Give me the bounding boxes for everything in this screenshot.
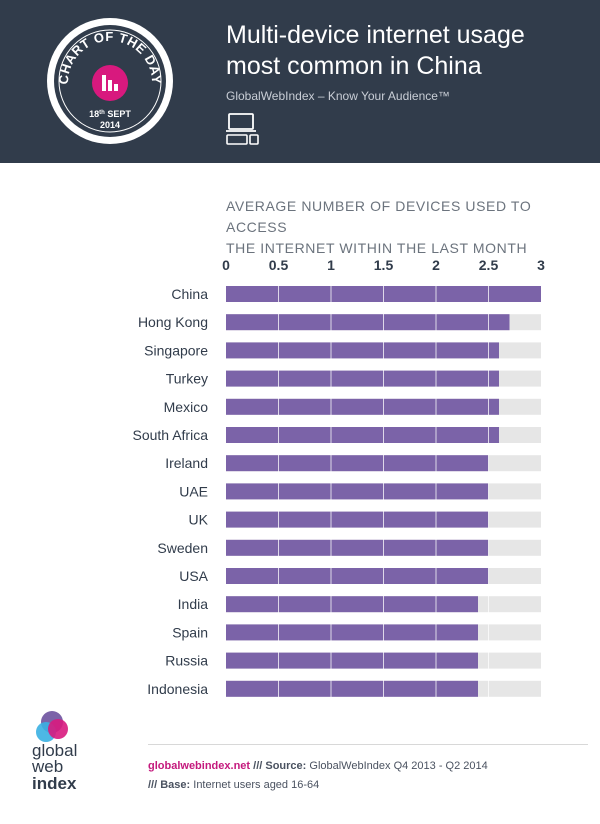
category-label: Russia (165, 653, 208, 669)
x-tick-label: 1 (327, 257, 335, 273)
bar (226, 427, 499, 443)
logo-text-index: index (32, 774, 77, 793)
bar (226, 483, 489, 500)
bar-chart: 0 0.5 1 1.5 2 2.5 3 China Hong Kong Singapore Turk… (133, 257, 545, 700)
footer-base-line: /// Base: Internet users aged 16-64 (148, 779, 319, 791)
bar (226, 539, 489, 556)
bar (226, 680, 478, 697)
category-label: UAE (179, 483, 208, 499)
title-line-2: most common in China (226, 52, 482, 80)
badge-day-suffix: th (99, 110, 105, 116)
globalwebindex-logo: global web index (31, 711, 77, 793)
bar (226, 314, 510, 331)
page-subtitle: GlobalWebIndex – Know Your Audience™ (226, 89, 450, 103)
site-link[interactable]: globalwebindex.net (148, 760, 251, 772)
bar (226, 342, 499, 359)
bar (226, 370, 499, 387)
footer-source-line: globalwebindex.net /// Source: GlobalWeb… (148, 760, 488, 772)
category-label: Ireland (165, 455, 208, 471)
source-separator: /// (250, 760, 266, 772)
base-separator: /// (148, 779, 161, 791)
source-label: Source: (265, 760, 307, 772)
category-label: Mexico (164, 399, 209, 415)
title-line-1: Multi-device internet usage (226, 21, 525, 49)
category-label: Singapore (144, 342, 208, 358)
footer-divider (148, 744, 588, 745)
category-label: Spain (172, 624, 208, 640)
base-value: Internet users aged 16-64 (190, 779, 320, 791)
chart-title: AVERAGE NUMBER OF DEVICES USED TO ACCESS… (226, 196, 586, 259)
x-tick-label: 0 (222, 257, 230, 273)
page-title: Multi-device internet usage most common … (226, 20, 586, 82)
category-label: South Africa (133, 427, 209, 443)
x-tick-label: 2.5 (479, 257, 499, 273)
header-banner: CHART OF THE DAY 18th SEPT 2014 Multi-de… (0, 0, 600, 163)
logo-text-web: web (31, 757, 63, 776)
chart-title-line-1: AVERAGE NUMBER OF DEVICES USED TO ACCESS (226, 198, 532, 235)
chart-title-line-2: THE INTERNET WITHIN THE LAST MONTH (226, 240, 528, 256)
category-label: Hong Kong (138, 314, 208, 330)
category-label: Turkey (166, 371, 208, 387)
x-tick-label: 3 (537, 257, 545, 273)
x-tick-label: 2 (432, 257, 440, 273)
bar (226, 455, 489, 472)
badge-month: SEPT (105, 109, 132, 119)
bar (226, 511, 489, 528)
bar (226, 652, 478, 669)
bar (226, 398, 499, 415)
badge-year: 2014 (100, 120, 120, 130)
bar (226, 568, 489, 584)
badge-day: 18 (89, 109, 99, 119)
category-label: Sweden (157, 540, 208, 556)
category-label: USA (179, 568, 208, 584)
category-label: UK (189, 512, 209, 528)
bar (226, 624, 478, 641)
category-label: India (178, 596, 209, 612)
devices-icon (226, 113, 259, 145)
logo-text-global: global (32, 741, 77, 760)
x-tick-label: 1.5 (374, 257, 394, 273)
x-tick-label: 0.5 (269, 257, 289, 273)
category-label: Indonesia (147, 681, 208, 697)
svg-text:18th SEPT: 18th SEPT (89, 109, 131, 119)
base-label: Base: (160, 779, 191, 791)
bar (226, 596, 478, 613)
source-value: GlobalWebIndex Q4 2013 - Q2 2014 (306, 760, 488, 772)
chart-of-the-day-badge: CHART OF THE DAY 18th SEPT 2014 (47, 18, 173, 144)
category-label: China (171, 286, 208, 302)
